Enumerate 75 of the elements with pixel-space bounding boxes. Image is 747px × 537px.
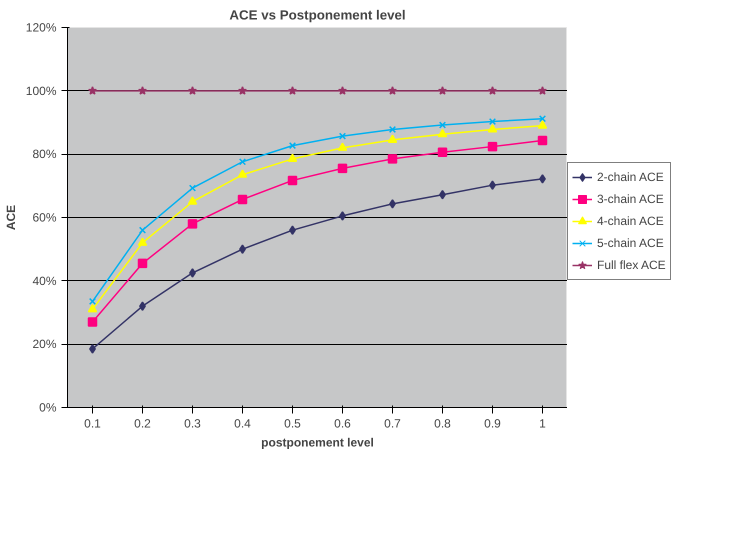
legend-label: 2-chain ACE — [597, 170, 664, 184]
point — [338, 142, 348, 151]
y-tick-label: 0% — [39, 400, 57, 414]
x-tick-label: 0.5 — [284, 416, 302, 430]
y-tick-label: 20% — [32, 337, 57, 352]
point — [238, 169, 248, 178]
point — [488, 142, 498, 152]
point — [539, 174, 546, 184]
y-tick-label: 120% — [26, 20, 57, 34]
point — [188, 184, 196, 192]
point — [489, 180, 496, 190]
point — [288, 86, 298, 95]
point — [488, 124, 498, 133]
point — [438, 148, 448, 158]
point — [538, 120, 548, 129]
point — [388, 126, 396, 134]
point — [389, 199, 396, 209]
x-tick-label: 0.4 — [234, 416, 252, 430]
point — [239, 244, 246, 254]
x-tick-label: 0.2 — [134, 416, 152, 430]
x-tick-label: 0.8 — [434, 416, 452, 430]
point — [138, 237, 148, 246]
point — [538, 86, 548, 95]
y-axis-title: ACE — [4, 204, 18, 230]
point — [138, 86, 148, 95]
y-tick-label: 40% — [32, 274, 57, 288]
point — [238, 158, 246, 166]
point — [339, 211, 346, 221]
point — [438, 86, 448, 95]
point — [288, 142, 296, 150]
point — [338, 86, 348, 95]
legend-label: Full flex ACE — [597, 258, 666, 272]
x-tick-label: 0.9 — [484, 416, 502, 430]
point — [88, 86, 98, 95]
point — [488, 86, 498, 95]
point — [138, 226, 146, 234]
x-tick-label: 0.6 — [334, 416, 352, 430]
x-tick-label: 0.7 — [384, 416, 402, 430]
point — [188, 86, 198, 95]
point — [238, 86, 248, 95]
point — [538, 115, 546, 122]
legend-label: 5-chain ACE — [597, 236, 664, 250]
point — [388, 154, 398, 164]
point — [88, 298, 96, 305]
y-tick-label: 60% — [32, 210, 57, 224]
point — [188, 219, 198, 229]
point — [388, 86, 398, 95]
point — [238, 194, 248, 204]
point — [188, 196, 198, 205]
chart-title: ACE vs Postponement level — [229, 8, 406, 22]
point — [488, 118, 496, 126]
point — [138, 258, 148, 268]
point — [439, 190, 446, 200]
point — [438, 121, 446, 129]
point — [288, 176, 298, 186]
legend-label: 4-chain ACE — [597, 214, 664, 228]
x-tick-label: 0.3 — [184, 416, 202, 430]
point — [89, 344, 96, 354]
y-tick-label: 80% — [32, 147, 57, 162]
x-axis-title: postponement level — [261, 436, 374, 450]
point — [88, 317, 98, 327]
point — [139, 301, 146, 311]
point — [88, 304, 98, 312]
point — [189, 268, 196, 278]
x-tick-label: 0.1 — [84, 416, 102, 430]
point — [438, 128, 448, 138]
point — [288, 154, 298, 162]
point — [538, 136, 548, 146]
legend-label: 3-chain ACE — [597, 192, 664, 206]
x-tick-label: 1 — [539, 416, 546, 430]
point — [388, 134, 398, 143]
y-tick-label: 100% — [26, 84, 57, 98]
point — [338, 132, 346, 140]
point — [289, 225, 296, 235]
point — [338, 164, 348, 174]
